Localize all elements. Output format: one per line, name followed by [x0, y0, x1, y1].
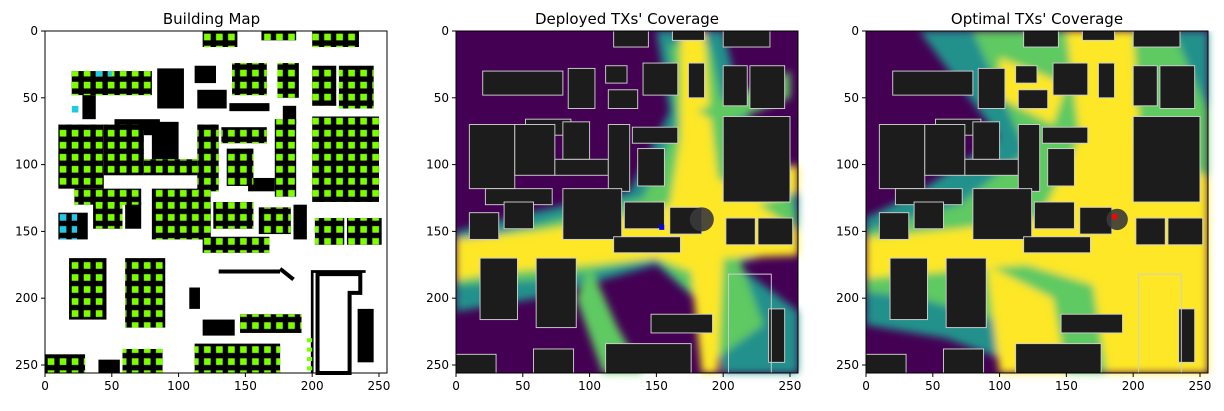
- y-tick-label: 150: [836, 224, 859, 238]
- x-tick-label: 150: [1055, 379, 1078, 393]
- y-tick-label: 0: [851, 24, 859, 38]
- y-tick-label: 150: [15, 224, 38, 238]
- deployed-coverage-title: Deployed TXs' Coverage: [535, 10, 719, 28]
- x-tick-label: 150: [645, 379, 668, 393]
- x-tick-label: 0: [862, 379, 870, 393]
- y-tick-label: 50: [434, 91, 449, 105]
- deployed-tx-markers: [659, 224, 665, 230]
- y-tick-label: 200: [836, 291, 859, 305]
- y-tick-label: 250: [15, 358, 38, 372]
- x-tick-label: 100: [167, 379, 190, 393]
- x-tick-label: 50: [515, 379, 530, 393]
- x-tick-label: 250: [1189, 379, 1212, 393]
- deployed-coverage-heatmap: [456, 31, 799, 374]
- x-tick-label: 100: [578, 379, 601, 393]
- y-tick-label: 200: [426, 291, 449, 305]
- building-map-title: Building Map: [163, 10, 260, 28]
- y-tick-label: 150: [426, 224, 449, 238]
- y-tick-label: 0: [30, 24, 38, 38]
- x-tick-label: 0: [452, 379, 460, 393]
- optimal-coverage-title: Optimal TXs' Coverage: [951, 10, 1123, 28]
- y-tick-label: 100: [426, 158, 449, 172]
- optimal-coverage-panel: Optimal TXs' Coverage: [836, 10, 1211, 393]
- y-tick-label: 0: [441, 24, 449, 38]
- y-tick-label: 250: [426, 358, 449, 372]
- x-tick-label: 250: [779, 379, 802, 393]
- optimal-coverage-heatmap: [866, 31, 1209, 374]
- x-tick-label: 250: [368, 379, 391, 393]
- x-tick-label: 150: [234, 379, 257, 393]
- x-tick-label: 50: [925, 379, 940, 393]
- x-tick-label: 200: [712, 379, 735, 393]
- optimal-coverage-frame: [865, 30, 1209, 374]
- deployed-coverage-panel: Deployed TXs' Coverage: [426, 10, 801, 393]
- x-tick-label: 50: [104, 379, 119, 393]
- y-tick-label: 100: [15, 158, 38, 172]
- transmitter-point: [1111, 214, 1117, 220]
- y-tick-label: 50: [844, 91, 859, 105]
- building-map-panel: Building Map: [15, 10, 390, 393]
- x-tick-label: 200: [1122, 379, 1145, 393]
- x-tick-label: 200: [301, 379, 324, 393]
- optimal-tx-markers: [1111, 214, 1117, 220]
- building-map-frame: [44, 30, 388, 374]
- building-map-heatmap: [45, 31, 382, 376]
- y-tick-label: 200: [15, 291, 38, 305]
- x-tick-label: 100: [988, 379, 1011, 393]
- transmitter-point: [659, 224, 665, 230]
- y-tick-label: 250: [836, 358, 859, 372]
- y-tick-label: 50: [23, 91, 38, 105]
- y-tick-label: 100: [836, 158, 859, 172]
- x-tick-label: 0: [41, 379, 49, 393]
- deployed-coverage-frame: [455, 30, 799, 374]
